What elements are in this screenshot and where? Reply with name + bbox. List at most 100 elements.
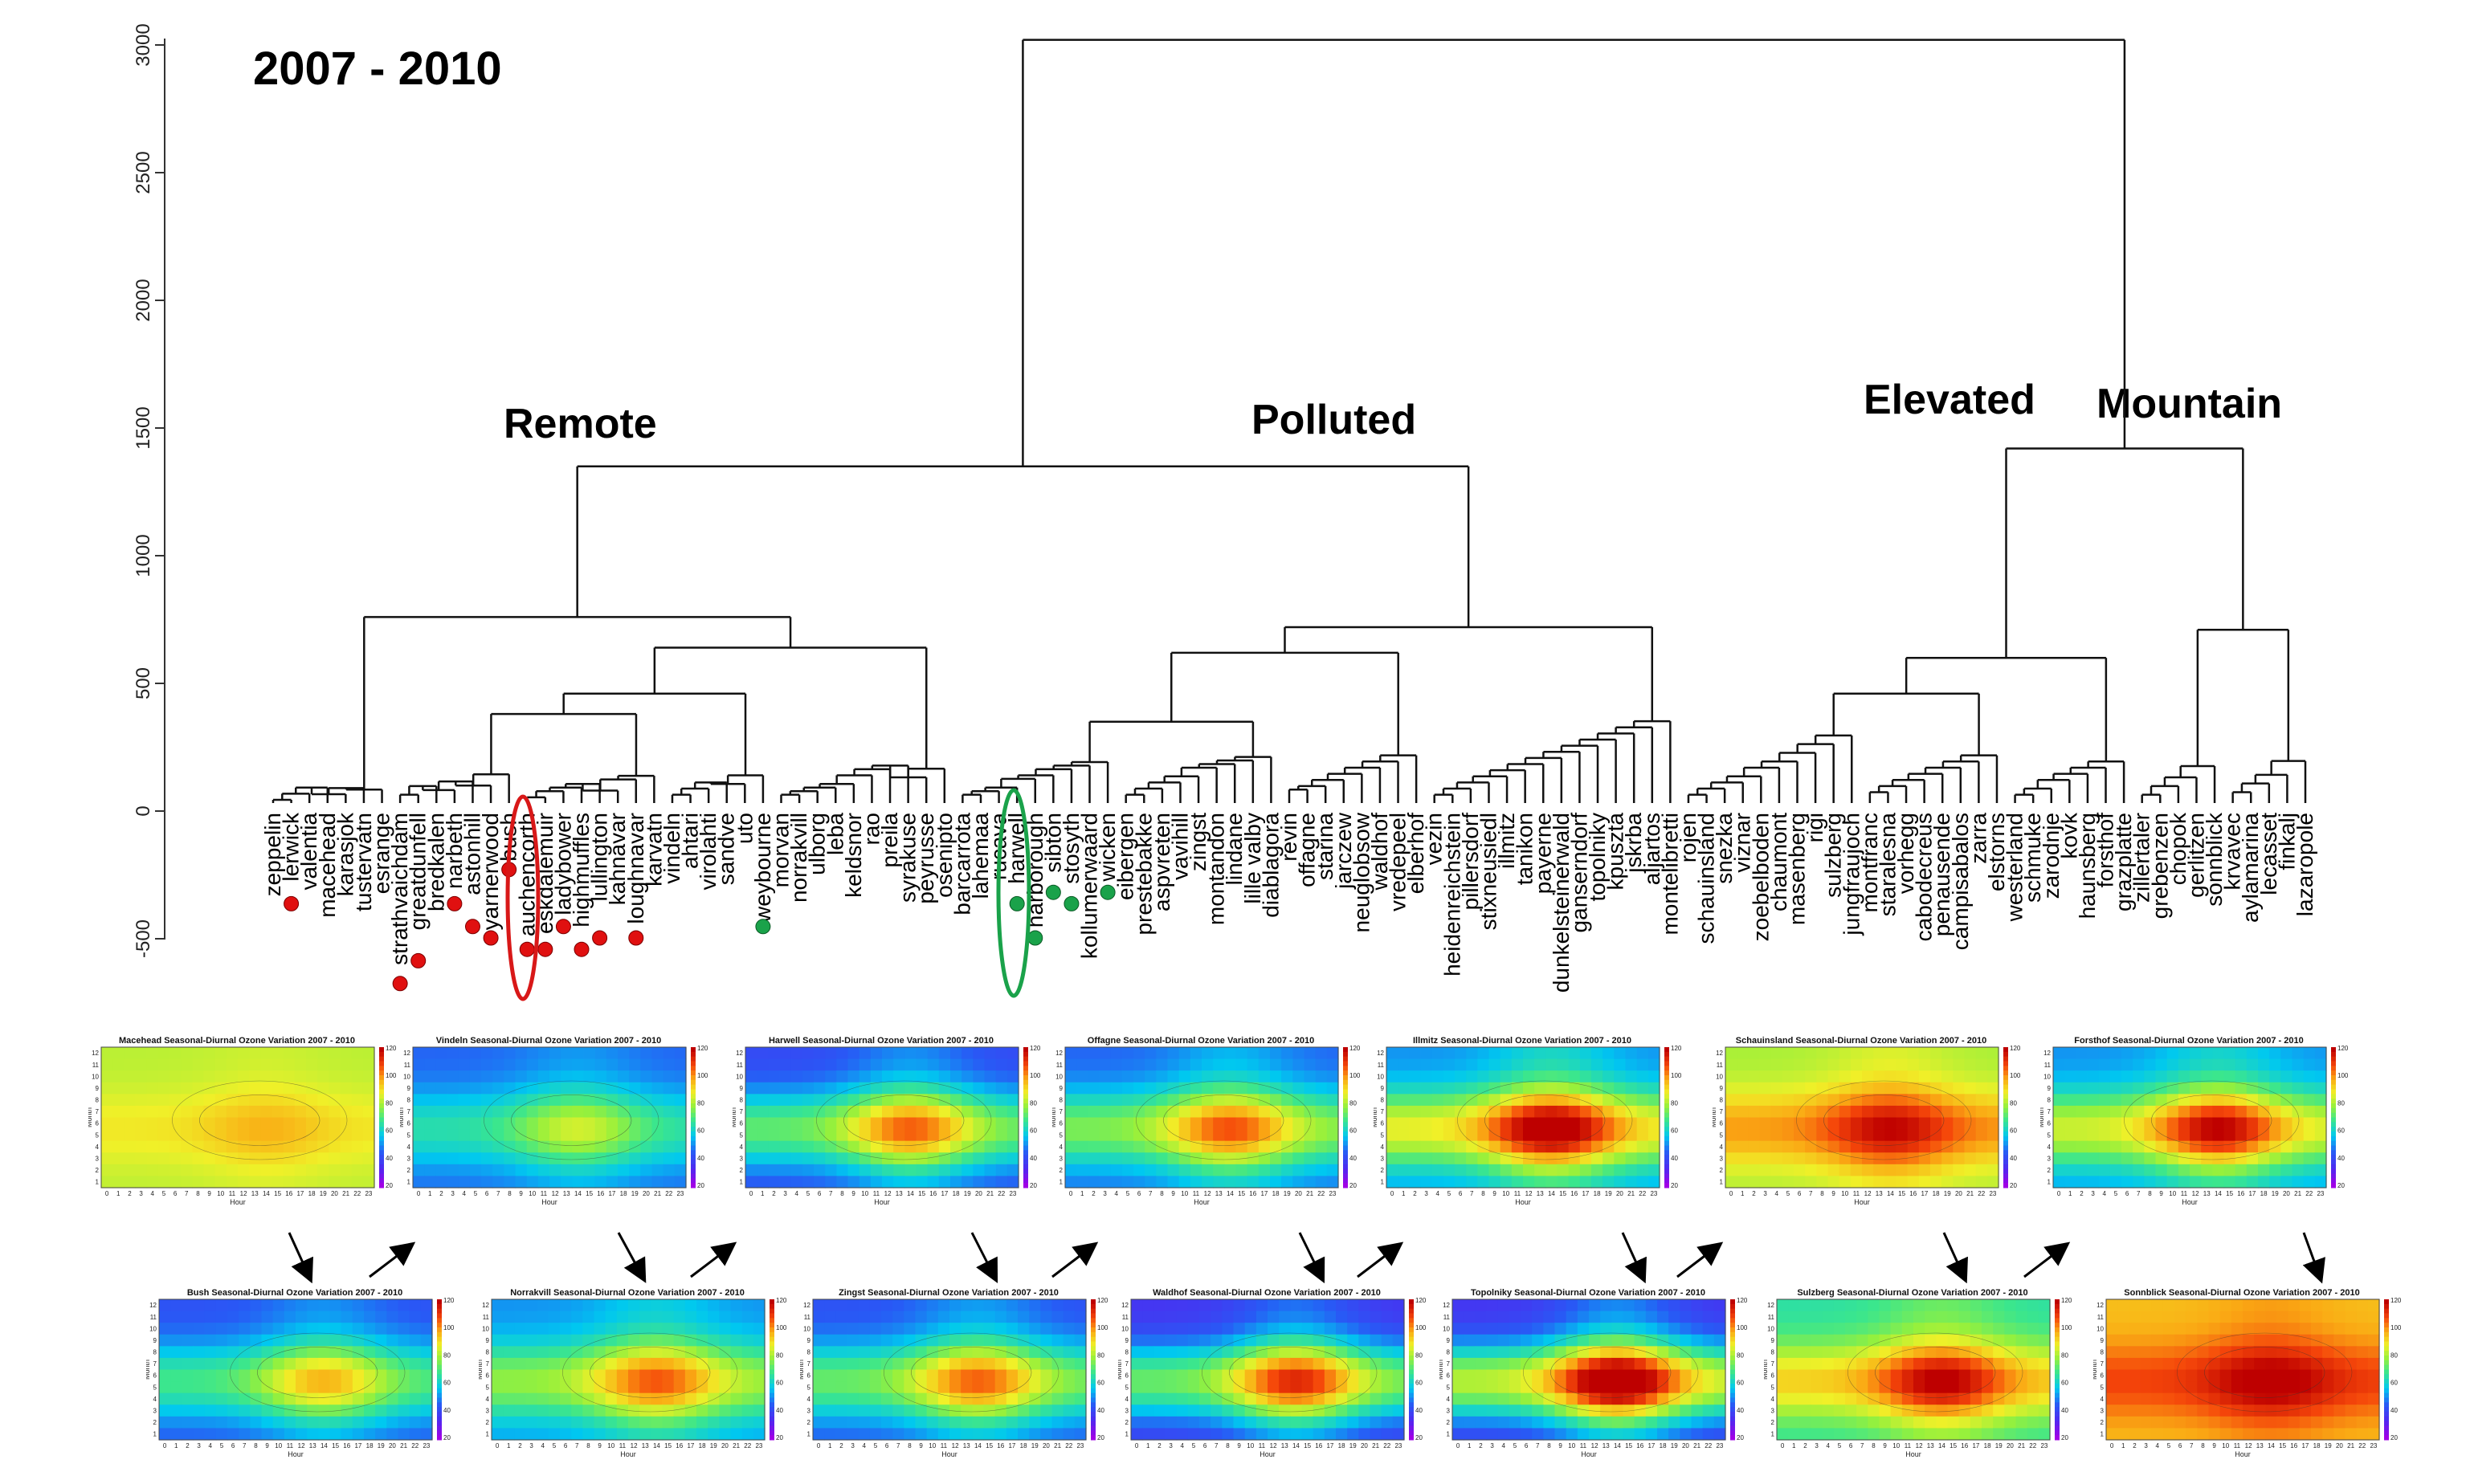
heatmap-cell	[329, 1058, 341, 1071]
heatmap-cell	[2223, 1164, 2236, 1177]
heatmap-cell	[1099, 1082, 1112, 1095]
leaf-label: vorhegg	[1893, 813, 1918, 894]
leaf-label: revin	[1276, 813, 1301, 862]
heatmap-cell	[1347, 1369, 1359, 1382]
heatmap-cell	[341, 1404, 353, 1417]
heatmap-cell	[1063, 1404, 1076, 1417]
heatmap-cell	[1668, 1334, 1680, 1347]
colorbar-tick: 120	[1737, 1297, 1748, 1304]
heatmap-cell	[859, 1105, 872, 1119]
heatmap-cell	[2280, 1140, 2293, 1153]
heatmap-cell	[1065, 1117, 1077, 1130]
heatmap-cell	[1657, 1346, 1669, 1359]
heatmap-hour-tick: 1	[428, 1190, 432, 1197]
heatmap-cell	[318, 1381, 331, 1394]
heatmap-title: Vindeln Seasonal-Diurnal Ozone Variation…	[436, 1036, 661, 1046]
heatmap-cell	[684, 1428, 697, 1441]
heatmap-y-label: Month	[1118, 1360, 1123, 1380]
heatmap-month-tick: 1	[407, 1179, 411, 1186]
leaf-label: elstorns	[1984, 813, 2009, 891]
heatmap-cell	[836, 1164, 849, 1177]
colorbar-segment	[1730, 1303, 1735, 1310]
heatmap-cell	[994, 1428, 1007, 1441]
heatmap-cell	[1304, 1176, 1317, 1188]
heatmap-cell	[651, 1346, 663, 1359]
heatmap-panel: Harwell Seasonal-Diurnal Ozone Variation…	[733, 1036, 1041, 1206]
colorbar-segment	[1664, 1168, 1669, 1174]
heatmap-cell	[386, 1416, 399, 1429]
colorbar-segment	[770, 1402, 774, 1408]
heatmap-cell	[859, 1176, 872, 1188]
heatmap-cell	[2087, 1058, 2100, 1071]
heatmap-cell	[1907, 1176, 1920, 1188]
heatmap-cell	[1816, 1094, 1829, 1107]
heatmap-cell	[893, 1058, 905, 1071]
heatmap-cell	[779, 1129, 792, 1142]
heatmap-cell	[1589, 1381, 1601, 1394]
colorbar-tick: 100	[1415, 1324, 1427, 1331]
heatmap-cell	[1244, 1311, 1257, 1323]
heatmap-cell	[159, 1369, 171, 1382]
colorbar-segment	[1091, 1430, 1096, 1436]
heatmap-cell	[317, 1164, 329, 1177]
heatmap-cell	[1063, 1334, 1076, 1347]
heatmap-cell	[1466, 1164, 1478, 1177]
heatmap-cell	[1202, 1152, 1214, 1165]
heatmap-cell	[1281, 1129, 1293, 1142]
heatmap-cell	[825, 1070, 837, 1083]
heatmap-cell	[813, 1357, 825, 1371]
heatmap-cell	[1255, 1311, 1268, 1323]
heatmap-cell	[1600, 1357, 1612, 1371]
heatmap-cell	[1500, 1094, 1513, 1107]
heatmap-cell	[1244, 1392, 1257, 1405]
heatmap-cell	[696, 1381, 708, 1394]
colorbar-segment	[1023, 1099, 1028, 1104]
heatmap-month-tick: 8	[1059, 1097, 1064, 1104]
heatmap-cell	[802, 1140, 815, 1153]
colorbar-tick: 60	[386, 1127, 393, 1135]
heatmap-cell	[1645, 1381, 1658, 1394]
heatmap-cell	[215, 1346, 228, 1359]
heatmap-cell	[926, 1299, 939, 1312]
heatmap-cell	[2235, 1164, 2248, 1177]
heatmap-cell	[1953, 1140, 1966, 1153]
heatmap-cell	[984, 1152, 997, 1165]
heatmap-cell	[1156, 1152, 1169, 1165]
heatmap-cell	[283, 1152, 296, 1165]
heatmap-cell	[1645, 1357, 1658, 1371]
heatmap-cell	[1543, 1299, 1556, 1312]
heatmap-cell	[1099, 1152, 1112, 1165]
colorbar-segment	[2331, 1070, 2336, 1076]
heatmap-cell	[1713, 1311, 1726, 1323]
heatmap-cell	[640, 1140, 653, 1153]
heatmap-month-tick: 12	[1055, 1050, 1063, 1057]
colorbar-segment	[1091, 1369, 1096, 1375]
colorbar-segment	[1023, 1164, 1028, 1170]
heatmap-cell	[1833, 1299, 1846, 1312]
heatmap-cell	[824, 1357, 836, 1371]
heatmap-cell	[651, 1357, 663, 1371]
heatmap-cell	[1930, 1152, 1942, 1165]
heatmap-cell	[1822, 1311, 1835, 1323]
leaf-label: grazplatte	[2111, 813, 2136, 911]
heatmap-cell	[1600, 1369, 1612, 1382]
leaf-label: valentia	[296, 813, 321, 891]
heatmap-cell	[1099, 1094, 1112, 1107]
heatmap-cell	[606, 1117, 619, 1130]
heatmap-cell	[1680, 1404, 1692, 1417]
heatmap-cell	[572, 1070, 585, 1083]
heatmap-cell	[915, 1299, 928, 1312]
heatmap-cell	[571, 1428, 583, 1441]
heatmap-cell	[1304, 1070, 1317, 1083]
heatmap-cell	[1545, 1094, 1558, 1107]
heatmap-cell	[1475, 1311, 1488, 1323]
heatmap-cell	[1313, 1357, 1325, 1371]
heatmap-cell	[1953, 1117, 1966, 1130]
heatmap-cell	[1455, 1058, 1467, 1071]
heatmap-cell	[182, 1323, 194, 1335]
heatmap-cell	[124, 1047, 137, 1060]
heatmap-cell	[375, 1357, 387, 1371]
heatmap-cell	[2076, 1082, 2088, 1095]
heatmap-cell	[458, 1094, 471, 1107]
heatmap-cell	[2292, 1176, 2305, 1188]
